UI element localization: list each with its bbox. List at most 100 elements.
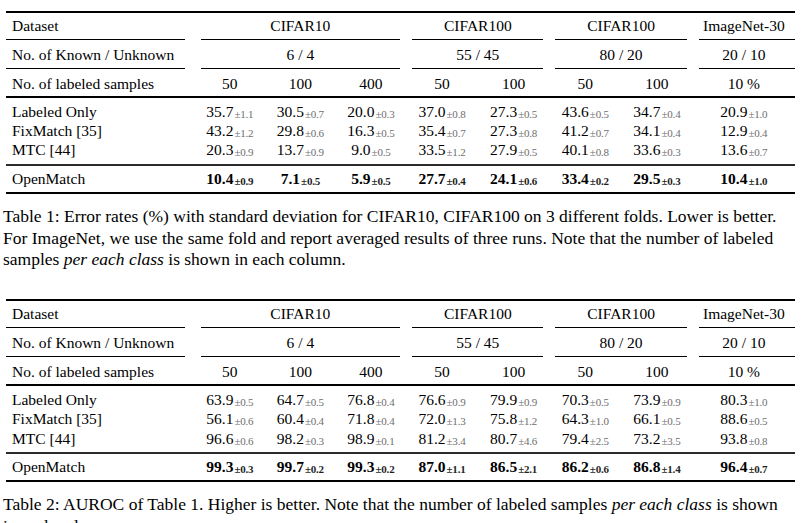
value: 72.0: [418, 410, 445, 427]
value-cell: 10.4±0.9: [195, 166, 266, 193]
value: 66.1: [633, 410, 660, 427]
value-cell: 72.0±1.3: [406, 409, 478, 428]
table-1-caption: Table 1: Error rates (%) with standard d…: [3, 206, 795, 270]
rule: [6, 356, 185, 357]
rule: [412, 68, 543, 69]
value: 13.7: [277, 141, 304, 158]
table-row-mtc: MTC [44] 96.6±0.6 98.2±0.3 98.9±0.1 81.2…: [6, 429, 795, 452]
labeled-samples-label: No. of labeled samples: [6, 71, 195, 96]
value: 71.8: [347, 410, 374, 427]
table-row-openmatch: OpenMatch 10.4±0.9 7.1±0.5 5.9±0.5 27.7±…: [6, 166, 795, 193]
stddev: ±0.7: [748, 463, 767, 475]
value: 64.3: [562, 410, 589, 427]
samples-col: 100: [478, 359, 550, 384]
samples-col: 100: [265, 359, 336, 384]
rule: [201, 68, 401, 69]
value-cell: 24.1±0.6: [478, 166, 550, 193]
value: 20.3: [206, 141, 233, 158]
value: 27.7: [418, 170, 445, 187]
dataset-header-row: Dataset CIFAR10 CIFAR100 CIFAR100 ImageN…: [6, 12, 795, 38]
caption-italic: per each class: [64, 249, 164, 269]
value: 99.7: [277, 458, 304, 475]
stddev: ±0.8: [748, 435, 767, 447]
value-cell: 10.4±1.0: [693, 166, 795, 193]
value-cell: 27.3±0.8: [478, 121, 550, 140]
samples-col: 50: [195, 359, 266, 384]
value-cell: 7.1±0.5: [265, 166, 336, 193]
value-cell: 76.6±0.9: [406, 386, 478, 409]
rule: [412, 356, 543, 357]
rule: [699, 327, 795, 328]
value: 29.5: [633, 170, 660, 187]
paper-page: Dataset CIFAR10 CIFAR100 CIFAR100 ImageN…: [0, 0, 801, 523]
value-cell: 79.9±0.9: [478, 386, 550, 409]
value: 35.7: [206, 103, 233, 120]
table-row-fixmatch: FixMatch [35] 56.1±0.6 60.4±0.4 71.8±0.4…: [6, 409, 795, 428]
samples-col: 400: [336, 71, 407, 96]
value: 98.2: [277, 430, 304, 447]
samples-col: 100: [621, 71, 693, 96]
value: 81.2: [418, 430, 445, 447]
stddev: ±0.3: [234, 463, 253, 475]
value: 98.9: [347, 430, 374, 447]
value: 63.9: [206, 391, 233, 408]
stddev: ±0.7: [447, 127, 466, 139]
value: 33.6: [633, 141, 660, 158]
known-unknown-cifar100-a: 55 / 45: [406, 330, 549, 355]
stddev: ±0.3: [375, 108, 394, 120]
value: 30.5: [277, 103, 304, 120]
value-cell: 73.9±0.9: [621, 386, 693, 409]
rule: [412, 39, 543, 40]
stddev: ±0.6: [305, 127, 324, 139]
table-row-mtc: MTC [44] 20.3±0.9 13.7±0.9 9.0±0.5 33.5±…: [6, 140, 795, 163]
stddev: ±0.9: [305, 146, 324, 158]
group-header-imagenet30: ImageNet-30: [693, 300, 795, 326]
value-cell: 56.1±0.6: [195, 409, 266, 428]
stddev: ±1.3: [447, 415, 466, 427]
value: 20.9: [720, 103, 747, 120]
known-unknown-cifar100-a: 55 / 45: [406, 42, 549, 67]
table-2-auroc: Dataset CIFAR10 CIFAR100 CIFAR100 ImageN…: [6, 299, 795, 482]
method-label: OpenMatch: [6, 454, 195, 481]
stddev: ±0.9: [234, 175, 253, 187]
value: 27.3: [490, 103, 517, 120]
stddev: ±0.5: [661, 415, 680, 427]
rule: [6, 39, 185, 40]
value-cell: 27.3±0.5: [478, 98, 550, 121]
stddev: ±2.1: [518, 463, 537, 475]
stddev: ±0.4: [661, 127, 680, 139]
value-cell: 20.3±0.9: [195, 140, 266, 163]
group-header-imagenet30: ImageNet-30: [693, 12, 795, 38]
value-cell: 13.6±0.7: [693, 140, 795, 163]
caption-text: is shown in each column.: [164, 249, 346, 269]
value: 34.7: [633, 103, 660, 120]
stddev: ±1.0: [590, 415, 609, 427]
value: 87.0: [418, 458, 445, 475]
value: 76.8: [347, 391, 374, 408]
stddev: ±0.2: [375, 463, 394, 475]
value: 27.9: [490, 141, 517, 158]
stddev: ±0.5: [748, 415, 767, 427]
known-unknown-row: No. of Known / Unknown 6 / 4 55 / 45 80 …: [6, 42, 795, 67]
value: 93.8: [720, 430, 747, 447]
value-cell: 34.1±0.4: [621, 121, 693, 140]
stddev: ±1.1: [447, 463, 466, 475]
samples-col: 50: [195, 71, 266, 96]
value-cell: 12.9±0.4: [693, 121, 795, 140]
value: 79.4: [562, 430, 589, 447]
value-cell: 93.8±0.8: [693, 429, 795, 452]
stddev: ±0.4: [375, 415, 394, 427]
group-header-cifar100-a: CIFAR100: [406, 12, 549, 38]
stddev: ±0.3: [305, 435, 324, 447]
rule: [201, 356, 401, 357]
rule: [555, 327, 686, 328]
samples-col: 100: [621, 359, 693, 384]
value: 40.1: [562, 141, 589, 158]
value: 37.0: [418, 103, 445, 120]
value-cell: 35.4±0.7: [406, 121, 478, 140]
stddev: ±0.7: [590, 127, 609, 139]
stddev: ±0.7: [305, 108, 324, 120]
stddev: ±2.5: [590, 435, 609, 447]
value-cell: 87.0±1.1: [406, 454, 478, 481]
value: 64.7: [277, 391, 304, 408]
